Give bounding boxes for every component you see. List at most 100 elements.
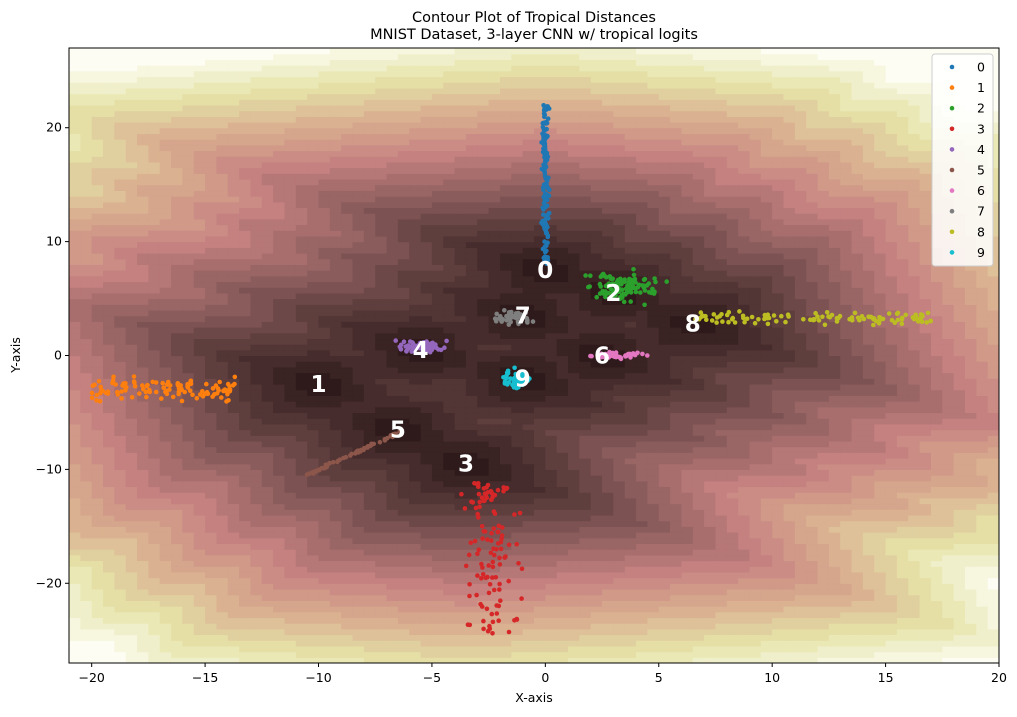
point-8 [771,313,777,318]
point-1 [219,395,224,400]
point-1 [226,398,231,403]
point-1 [98,384,103,390]
point-6 [645,353,650,358]
point-8 [779,313,784,319]
point-8 [714,315,720,320]
point-1 [212,392,217,397]
point-1 [94,398,99,403]
point-1 [97,398,103,404]
point-9 [506,380,512,385]
point-3 [491,587,497,593]
point-0 [541,111,547,117]
cluster-label-3: 3 [458,452,474,478]
point-9 [511,385,517,390]
point-1 [225,381,231,387]
legend-label-1: 1 [977,80,985,95]
point-4 [424,340,430,346]
point-9 [504,370,510,375]
point-8 [774,319,779,324]
point-3 [483,575,489,581]
point-4 [401,339,407,345]
point-1 [216,388,221,393]
point-8 [785,312,791,318]
point-3 [490,619,496,625]
point-8 [711,312,717,317]
point-1 [150,379,155,385]
point-8 [899,317,905,322]
point-1 [153,389,159,395]
point-1 [90,383,96,389]
point-4 [411,344,416,350]
point-3 [495,529,501,534]
legend-marker-5 [949,167,955,173]
point-2 [587,284,592,289]
point-8 [801,317,806,322]
point-4 [438,347,444,353]
point-7 [510,313,515,319]
point-0 [542,249,548,255]
x-tick-label: 10 [764,670,780,685]
x-tick-label: 15 [878,670,894,685]
legend-label-3: 3 [977,121,985,136]
cluster-label-2: 2 [605,281,621,307]
point-3 [484,485,489,490]
point-6 [606,354,612,359]
point-8 [886,311,892,316]
cluster-label-5: 5 [390,418,406,444]
point-0 [543,194,548,200]
point-2 [583,273,588,278]
point-3 [501,485,507,490]
point-8 [857,317,862,323]
point-8 [877,315,882,320]
point-8 [827,314,833,320]
point-3 [480,565,485,570]
legend-marker-4 [949,147,955,152]
point-3 [495,487,501,493]
point-8 [756,317,761,322]
point-3 [493,575,499,580]
cluster-label-1: 1 [310,372,326,398]
point-2 [653,279,658,285]
point-2 [594,294,599,300]
point-8 [815,314,820,319]
point-2 [633,289,639,295]
x-tick-label: 0 [541,670,549,685]
legend-label-8: 8 [977,224,985,239]
point-3 [519,566,525,572]
point-2 [635,285,641,290]
point-6 [628,355,633,360]
point-3 [467,593,472,599]
point-3 [479,561,484,567]
cluster-label-9: 9 [515,366,531,392]
point-3 [479,576,484,581]
point-3 [497,555,502,561]
point-0 [541,137,546,143]
point-6 [640,351,645,357]
point-5 [368,443,373,449]
point-2 [641,285,647,291]
point-2 [610,295,615,301]
point-8 [916,319,921,324]
point-2 [642,276,648,282]
legend-label-7: 7 [977,204,985,219]
point-2 [608,286,614,292]
point-3 [496,618,502,623]
legend-label-0: 0 [977,60,985,75]
point-0 [545,116,551,121]
x-tick-label: 5 [655,670,663,685]
point-8 [726,319,731,325]
point-1 [179,386,184,392]
point-1 [160,380,165,386]
point-1 [119,389,124,394]
point-5 [337,457,343,463]
point-5 [382,438,388,443]
point-8 [724,312,730,318]
point-1 [131,374,137,379]
cluster-labels: 0 1 2 3 4 5 6 7 8 9 [310,258,700,478]
point-1 [232,374,238,380]
point-3 [468,540,474,545]
point-7 [492,316,498,322]
point-0 [543,203,549,209]
point-2 [628,299,633,304]
point-3 [462,506,468,511]
